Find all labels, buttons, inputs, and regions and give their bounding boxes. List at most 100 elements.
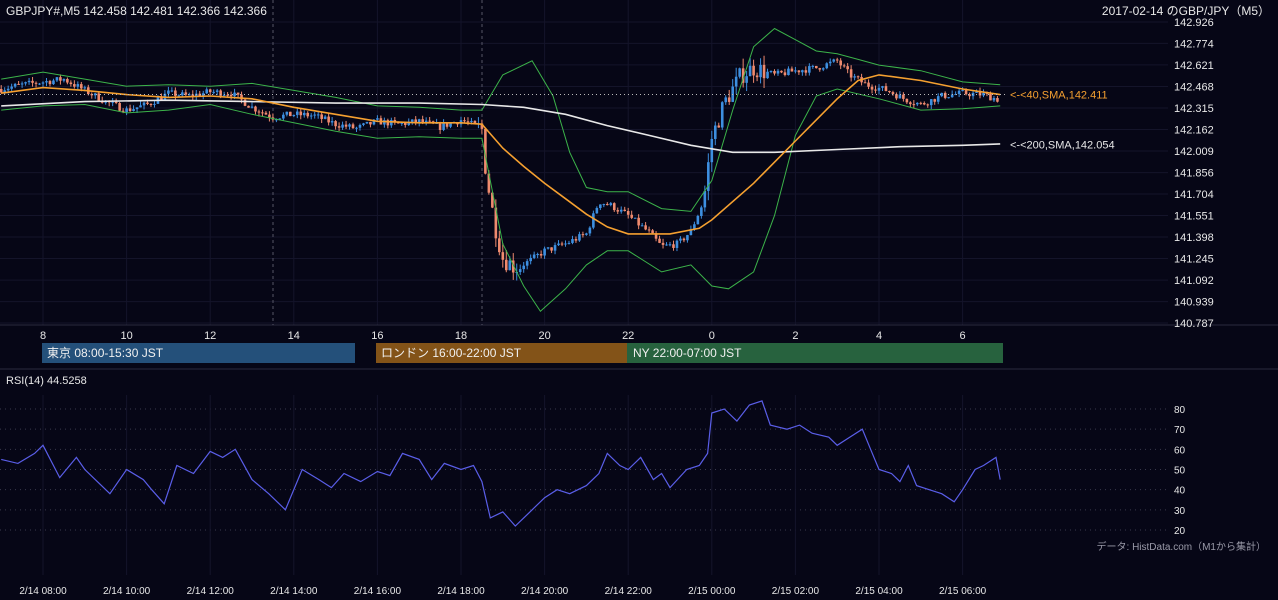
- candle-body: [560, 243, 564, 245]
- candle-body: [170, 90, 174, 92]
- candle-body: [90, 94, 94, 96]
- candle-body: [846, 66, 849, 70]
- candle-body: [550, 247, 553, 251]
- candle-body: [250, 106, 254, 108]
- rsi-line: [1, 400, 1001, 527]
- candle-body: [783, 72, 787, 76]
- candle-body: [877, 87, 881, 91]
- candle-body: [240, 94, 243, 100]
- hour-tick-label: 8: [40, 330, 46, 342]
- candle-body: [153, 103, 156, 105]
- candle-body: [73, 84, 76, 87]
- candle-body: [257, 111, 261, 113]
- price-tick-label: 141.856: [1174, 168, 1214, 180]
- candle-body: [626, 210, 630, 215]
- date-tick-label: 2/14 20:00: [521, 586, 569, 597]
- price-tick-label: 140.939: [1174, 297, 1214, 309]
- candle-body: [922, 103, 926, 105]
- candle-body: [142, 102, 146, 106]
- candle-body: [992, 98, 996, 101]
- candle-body: [174, 90, 177, 96]
- candle-body: [121, 110, 125, 113]
- date-axis: 2/14 08:00 2/14 10:00 2/14 12:00 2/14 14:00…: [19, 586, 986, 597]
- candle-body: [268, 114, 271, 118]
- candle-body: [278, 118, 282, 120]
- candle-body: [696, 215, 700, 225]
- rsi-tick-label: 30: [1174, 506, 1186, 517]
- candle-body: [971, 92, 975, 97]
- candle-body: [114, 101, 118, 104]
- candle-body: [839, 60, 842, 66]
- session-london: [376, 343, 627, 363]
- candle-body: [539, 254, 543, 256]
- candle-body: [330, 121, 334, 123]
- candle-body: [132, 109, 135, 111]
- candle-body: [567, 242, 571, 244]
- candle-body: [20, 83, 24, 85]
- candle-body: [769, 70, 773, 72]
- candle-body: [762, 64, 766, 79]
- candle-body: [936, 96, 940, 102]
- price-tick-label: 141.092: [1174, 275, 1214, 287]
- candle-body: [630, 214, 633, 218]
- candle-body: [668, 244, 672, 246]
- candle-body: [306, 112, 310, 117]
- candle-body: [686, 235, 689, 241]
- candle-body: [341, 124, 344, 128]
- candle-body: [996, 98, 999, 102]
- candle-body: [832, 59, 836, 62]
- candle-body: [654, 233, 658, 239]
- candle-body: [351, 124, 355, 129]
- candle-body: [167, 90, 170, 94]
- price-tick-label: 142.162: [1174, 125, 1214, 137]
- candle-body: [968, 94, 971, 97]
- date-tick-label: 2/14 22:00: [605, 586, 653, 597]
- candle-body: [254, 106, 257, 112]
- candle-body: [414, 119, 418, 123]
- hour-tick-label: 4: [876, 330, 882, 342]
- candle-body: [146, 102, 149, 105]
- candle-body: [909, 102, 912, 105]
- candle-body: [804, 70, 808, 73]
- symbol-info: GBPJPY#,M5 142.458 142.481 142.366 142.3…: [6, 4, 267, 18]
- candle-body: [700, 207, 703, 216]
- candle-body: [578, 234, 581, 241]
- candle-body: [386, 120, 390, 126]
- candle-body: [588, 227, 592, 234]
- candle-body: [355, 127, 358, 129]
- candle-body: [661, 242, 665, 245]
- candle-body: [52, 80, 55, 85]
- candle-body: [466, 121, 470, 123]
- candle-body: [874, 89, 877, 91]
- candle-body: [818, 68, 822, 70]
- candle-body: [658, 238, 661, 243]
- candle-body: [954, 94, 957, 96]
- candle-body: [10, 86, 13, 89]
- hour-tick-label: 6: [960, 330, 966, 342]
- candle-body: [546, 247, 550, 249]
- candle-body: [62, 79, 66, 81]
- hour-tick-label: 20: [538, 330, 550, 342]
- candle-body: [0, 88, 3, 93]
- candle-body: [226, 94, 229, 96]
- candle-body: [376, 118, 379, 120]
- candle-body: [313, 114, 316, 116]
- candle-body: [295, 111, 299, 115]
- candle-body: [606, 204, 609, 206]
- candle-body: [856, 76, 860, 78]
- date-tick-label: 2/14 12:00: [187, 586, 235, 597]
- candle-body: [707, 162, 710, 191]
- candle-body: [609, 203, 613, 206]
- candle-body: [766, 71, 769, 79]
- candle-body: [128, 108, 132, 111]
- price-tick-label: 142.621: [1174, 60, 1214, 72]
- candle-body: [964, 90, 968, 95]
- candle-body: [989, 93, 992, 101]
- candle-body: [581, 234, 585, 236]
- candle-body: [181, 92, 184, 96]
- candle-body: [679, 238, 682, 241]
- candle-body: [421, 119, 424, 123]
- candlestick-series: [0, 55, 999, 281]
- candle-body: [344, 124, 348, 127]
- price-tick-label: 142.315: [1174, 103, 1214, 115]
